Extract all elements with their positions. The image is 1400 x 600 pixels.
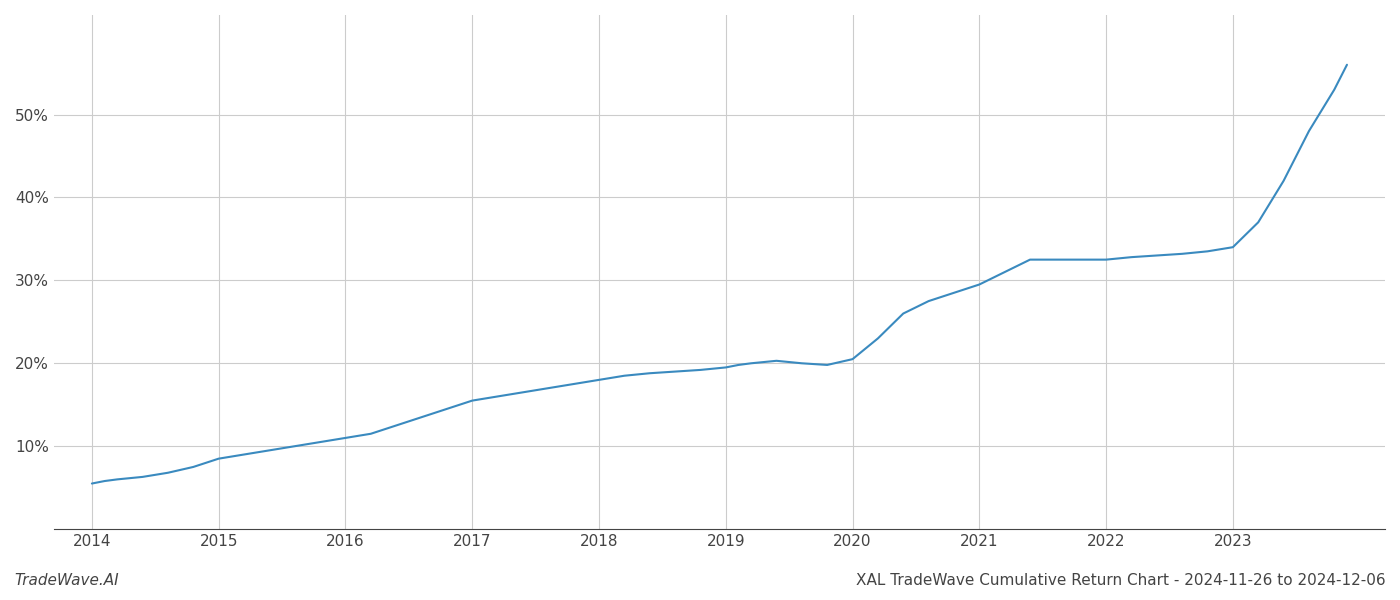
Text: TradeWave.AI: TradeWave.AI <box>14 573 119 588</box>
Text: XAL TradeWave Cumulative Return Chart - 2024-11-26 to 2024-12-06: XAL TradeWave Cumulative Return Chart - … <box>857 573 1386 588</box>
